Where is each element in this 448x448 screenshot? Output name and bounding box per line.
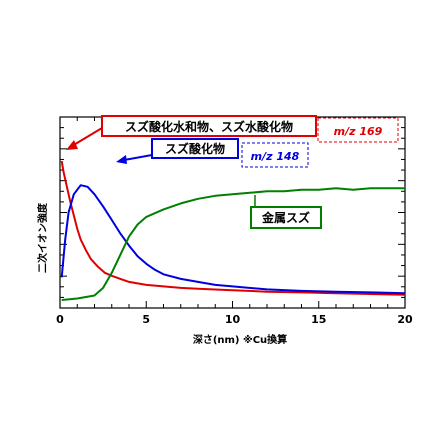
annotation-label-green: 金属スズ [261,210,310,225]
annotation-label-red: スズ酸化水和物、スズ水酸化物 [125,119,293,134]
series-line-3 [61,187,405,301]
annotation-arrowhead-red [66,140,78,150]
annotation-mz-box-red [317,117,399,143]
annotation-box-red [101,115,317,137]
x-tick-label: 10 [225,313,241,326]
x-axis-label: 深さ(nm) ※Cu換算 [193,333,287,346]
annotation-label-blue: スズ酸化物 [165,141,225,156]
annotation-arrow-blue [123,154,153,161]
x-tick-label: 0 [56,313,64,326]
x-tick-label: 15 [311,313,326,326]
annotation-arrow-red [71,127,103,147]
annotation-box-green [250,206,322,229]
x-tick-label: 20 [397,313,413,326]
annotation-mz-box-blue [241,142,309,168]
series-line-2 [60,184,406,295]
annotation-box-blue [151,138,239,159]
series-line-1 [60,160,406,296]
annotation-mz-blue: m/z 148 [251,150,300,163]
y-axis-label: 二次イオン強度 [36,202,49,273]
x-tick-labels: 0 5 10 15 20 [56,313,413,326]
series-layer [60,160,406,301]
annotation-arrowhead-blue [116,155,127,164]
annotation-mz-red: m/z 169 [334,125,383,138]
annotation-layer: スズ酸化水和物、スズ水酸化物 m/z 169 スズ酸化物 m/z 148 金属スズ [66,115,399,229]
x-tick-label: 5 [142,313,150,326]
